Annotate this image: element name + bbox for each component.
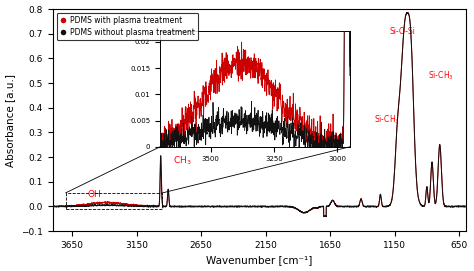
Y-axis label: Absorbance [a.u.]: Absorbance [a.u.] [6,74,16,167]
Text: CH$_3$: CH$_3$ [173,154,191,167]
Text: Si-CH$_3$: Si-CH$_3$ [428,69,454,82]
Text: Si-CH$_3$: Si-CH$_3$ [374,114,400,126]
Text: Si-O-Si: Si-O-Si [390,27,415,36]
Text: OH: OH [88,190,101,199]
X-axis label: Wavenumber [cm⁻¹]: Wavenumber [cm⁻¹] [206,256,312,265]
Legend: PDMS with plasma treatment, PDMS without plasma treatment: PDMS with plasma treatment, PDMS without… [56,13,198,40]
